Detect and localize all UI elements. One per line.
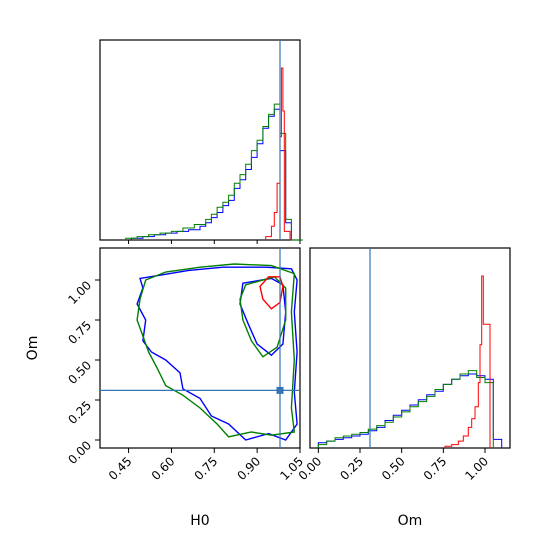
x-tick-label-H0: 0.75 bbox=[192, 454, 221, 483]
contour-line-3 bbox=[239, 276, 287, 358]
x-tick-label-Om: 1.00 bbox=[462, 454, 491, 483]
hist-series-hist-H0-1 bbox=[125, 103, 303, 241]
panel-frame-hist-Om bbox=[309, 247, 511, 449]
y-tick-label-Om: 0.25 bbox=[65, 398, 94, 427]
x-axis-label-om: Om bbox=[398, 513, 423, 529]
hist-series-hist-Om-2 bbox=[444, 275, 491, 448]
x-tick-label-Om: 0.75 bbox=[421, 454, 450, 483]
hist-series-hist-H0-2 bbox=[265, 67, 291, 240]
x-tick-label-H0: 0.90 bbox=[234, 454, 263, 483]
y-axis-label-om: Om bbox=[25, 336, 41, 361]
contour-line-2 bbox=[136, 263, 296, 438]
contour-line-1 bbox=[239, 277, 287, 357]
y-tick-label-Om: 0.50 bbox=[65, 358, 94, 387]
x-axis-label-h0: H0 bbox=[190, 513, 209, 529]
panel-frame-hist-H0 bbox=[99, 39, 301, 241]
hist-series-hist-Om-1 bbox=[317, 370, 494, 448]
tick-marks bbox=[95, 240, 486, 453]
x-tick-label-Om: 0.50 bbox=[379, 454, 408, 483]
histogram-H0 bbox=[125, 40, 303, 241]
hist-series-hist-H0-0 bbox=[130, 108, 303, 241]
truth-marker bbox=[276, 386, 284, 394]
x-tick-label-Om: 0.25 bbox=[337, 454, 366, 483]
panel-frame-contour bbox=[99, 247, 301, 449]
contour-line-0 bbox=[136, 266, 298, 441]
contour-H0-Om bbox=[100, 248, 300, 448]
x-tick-label-H0: 0.60 bbox=[149, 454, 178, 483]
tick-labels: 0.45 0.60 0.75 0.90 1.050.000.250.500.751.00… bbox=[65, 278, 491, 483]
y-tick-label-Om: 1.00 bbox=[65, 278, 94, 307]
y-tick-label-Om: 0.75 bbox=[65, 318, 94, 347]
histogram-Om bbox=[317, 248, 503, 448]
y-tick-label-Om: 0.00 bbox=[65, 438, 94, 467]
x-tick-label-H0: 0.45 bbox=[106, 454, 135, 483]
